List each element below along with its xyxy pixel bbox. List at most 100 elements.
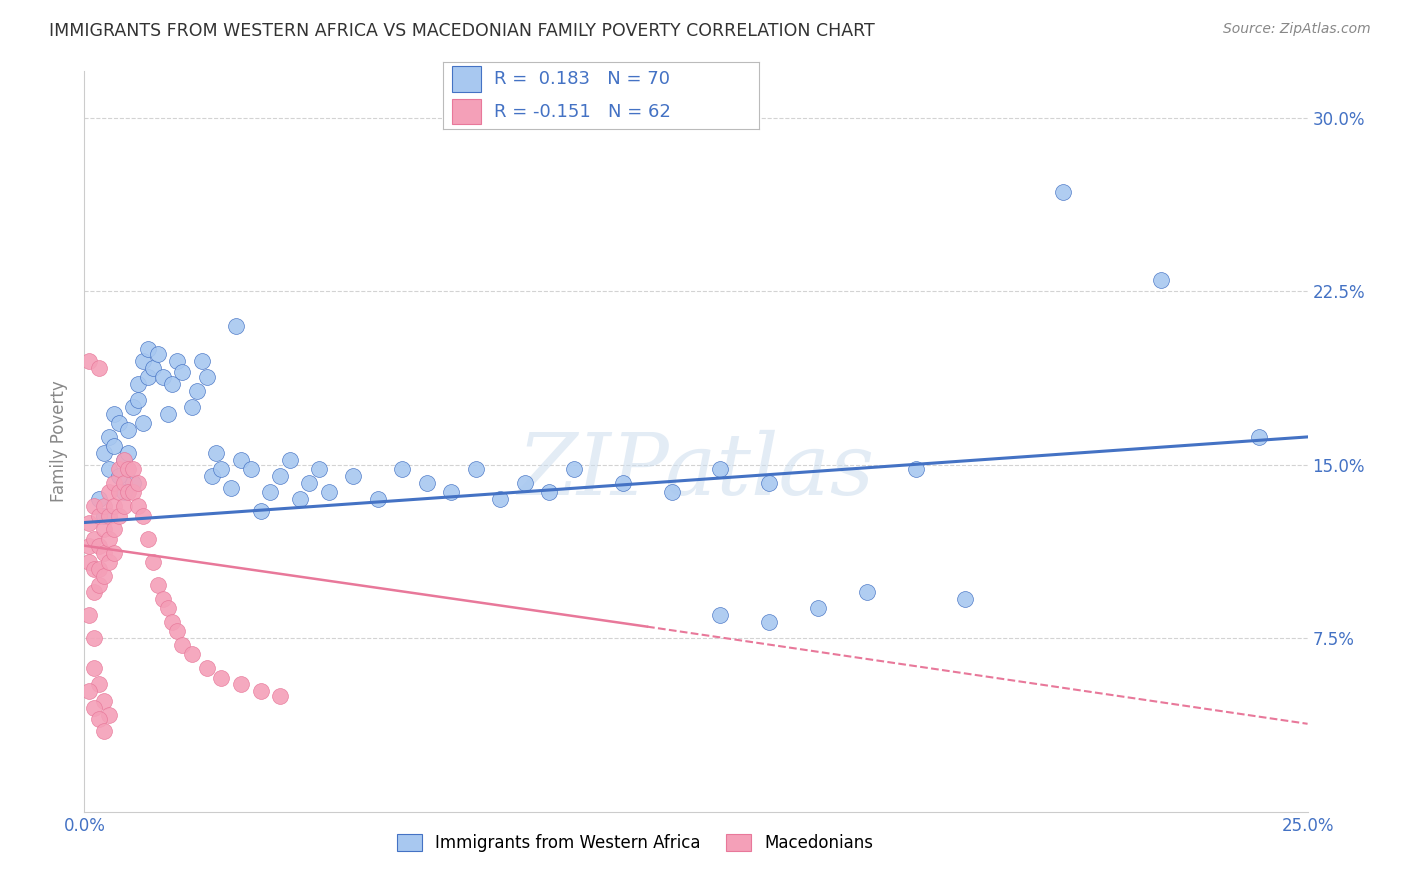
Point [239, 462, 262, 476]
Text: R = -0.151   N = 62: R = -0.151 N = 62 [494, 103, 671, 121]
Point [77, 608, 100, 623]
Point [77, 684, 100, 698]
Point [209, 462, 232, 476]
Point [209, 671, 232, 685]
Point [127, 376, 149, 391]
Point [758, 476, 780, 491]
Point [93, 694, 115, 708]
Point [77, 555, 100, 569]
Point [112, 453, 135, 467]
Point [489, 492, 512, 507]
Point [103, 523, 125, 537]
Point [538, 485, 561, 500]
Point [93, 523, 115, 537]
Point [83, 631, 105, 645]
Point [807, 601, 830, 615]
Point [612, 476, 634, 491]
Y-axis label: Family Poverty: Family Poverty [51, 381, 69, 502]
Point [146, 346, 169, 360]
Point [77, 353, 100, 368]
Point [93, 446, 115, 460]
Point [342, 469, 364, 483]
Point [709, 462, 731, 476]
Point [709, 608, 731, 623]
Point [152, 591, 174, 606]
Point [195, 661, 218, 675]
Point [229, 453, 252, 467]
Point [156, 407, 179, 421]
Point [308, 462, 330, 476]
Point [97, 532, 120, 546]
Point [132, 353, 155, 368]
Point [856, 585, 879, 599]
Point [278, 453, 301, 467]
Point [103, 545, 125, 560]
Point [259, 485, 281, 500]
Point [93, 508, 115, 523]
Point [269, 469, 291, 483]
Point [77, 516, 100, 530]
Point [122, 485, 145, 500]
Point [249, 504, 271, 518]
Point [440, 485, 463, 500]
FancyBboxPatch shape [453, 99, 481, 124]
Point [288, 492, 311, 507]
Point [162, 376, 184, 391]
Point [391, 462, 413, 476]
Text: ZIPatlas: ZIPatlas [517, 430, 875, 513]
Point [83, 532, 105, 546]
Point [191, 353, 214, 368]
Point [112, 500, 135, 514]
Point [97, 430, 120, 444]
Point [107, 416, 129, 430]
Point [132, 416, 155, 430]
Point [953, 591, 976, 606]
Text: IMMIGRANTS FROM WESTERN AFRICA VS MACEDONIAN FAMILY POVERTY CORRELATION CHART: IMMIGRANTS FROM WESTERN AFRICA VS MACEDO… [49, 22, 875, 40]
Point [181, 400, 204, 414]
Point [117, 485, 139, 500]
Point [117, 423, 139, 437]
Point [661, 485, 683, 500]
Point [107, 469, 129, 483]
Point [181, 648, 204, 662]
Point [83, 562, 105, 576]
Point [97, 462, 120, 476]
Point [464, 462, 486, 476]
Point [77, 539, 100, 553]
Point [127, 500, 149, 514]
Point [136, 342, 159, 356]
Point [87, 677, 110, 691]
Point [107, 462, 129, 476]
Point [146, 578, 169, 592]
Point [93, 545, 115, 560]
Point [93, 568, 115, 582]
Point [225, 318, 247, 333]
Point [97, 485, 120, 500]
Point [103, 476, 125, 491]
Point [103, 407, 125, 421]
Point [112, 476, 135, 491]
Point [172, 638, 194, 652]
Point [87, 578, 110, 592]
Point [200, 469, 222, 483]
Point [107, 485, 129, 500]
FancyBboxPatch shape [453, 67, 481, 92]
Point [367, 492, 389, 507]
Point [172, 365, 194, 379]
Point [83, 585, 105, 599]
Point [97, 508, 120, 523]
Point [513, 476, 536, 491]
Point [83, 661, 105, 675]
Point [142, 555, 165, 569]
Point [758, 615, 780, 629]
Point [127, 392, 149, 407]
Point [1150, 272, 1173, 286]
Point [269, 689, 291, 703]
Point [132, 508, 155, 523]
Point [162, 615, 184, 629]
Point [166, 624, 188, 639]
Point [103, 500, 125, 514]
Text: R =  0.183   N = 70: R = 0.183 N = 70 [494, 70, 669, 88]
Point [416, 476, 439, 491]
Point [87, 712, 110, 726]
